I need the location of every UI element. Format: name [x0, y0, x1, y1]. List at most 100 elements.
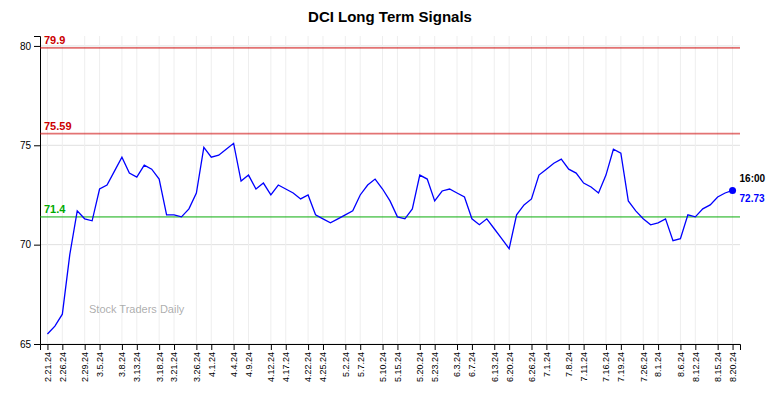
plot-area: 657075802.21.242.26.242.29.243.5.243.8.2… [20, 34, 766, 382]
x-tick: 8.12.24 [691, 344, 701, 382]
x-tick-label: 4.12.24 [266, 352, 276, 382]
x-tick: 7.16.24 [601, 344, 611, 382]
x-tick-mark [435, 344, 436, 350]
y-axis-line [34, 37, 41, 345]
y-tick: 65 [20, 339, 40, 350]
x-tick-mark [211, 344, 212, 350]
x-tick-mark [531, 344, 532, 350]
x-tick-label: 7.19.24 [616, 352, 626, 382]
x-tick-mark [569, 344, 570, 350]
last-label: 16:00 [740, 173, 766, 184]
x-tick: 6.13.24 [490, 344, 500, 382]
x-tick-label: 8.6.24 [676, 352, 686, 377]
x-tick: 4.17.24 [281, 344, 291, 382]
grid-line-x [62, 36, 63, 344]
marks [40, 48, 740, 334]
x-tick: 5.15.24 [393, 344, 403, 382]
x-tick-label: 3.21.24 [169, 352, 179, 382]
x-tick-label: 4.17.24 [281, 352, 291, 382]
x-tick-mark [584, 344, 585, 350]
x-tick-label: 6.26.24 [527, 352, 537, 382]
grid-line-x [643, 36, 644, 344]
x-tick-label: 5.20.24 [415, 352, 425, 382]
x-tick: 4.4.24 [229, 344, 239, 377]
x-tick-label: 4.25.24 [318, 352, 328, 382]
x-tick-mark [286, 344, 287, 350]
grid-line-x [121, 36, 122, 344]
grid-line-x [471, 36, 472, 344]
x-tick: 3.5.24 [95, 344, 105, 377]
grid-line-x [546, 36, 547, 344]
x-tick: 2.29.24 [80, 344, 90, 382]
x-tick-mark [494, 344, 495, 350]
x-tick: 3.8.24 [117, 344, 127, 377]
y-axis: 65707580 [20, 37, 41, 350]
x-axis-line [41, 345, 741, 351]
x-tick: 4.9.24 [244, 344, 254, 377]
grid-line-x [285, 36, 286, 344]
x-tick-mark [249, 344, 250, 350]
grid-line-x [568, 36, 569, 344]
grid-line-x [695, 36, 696, 344]
x-tick-label: 2.29.24 [80, 352, 90, 382]
x-tick: 6.26.24 [527, 344, 537, 382]
grid-line-y [40, 145, 740, 146]
x-tick: 7.8.24 [564, 344, 574, 377]
x-tick: 8.1.24 [653, 344, 663, 377]
x-tick-mark [323, 344, 324, 350]
grid-line-x [531, 36, 532, 344]
grid-line-x [360, 36, 361, 344]
y-tick: 80 [20, 41, 40, 52]
x-tick: 3.13.24 [132, 344, 142, 382]
grid-line-x [717, 36, 718, 344]
x-tick-label: 8.1.24 [653, 352, 663, 377]
x-tick-label: 3.26.24 [192, 352, 202, 382]
x-tick: 4.22.24 [303, 344, 313, 382]
x-tick-label: 6.13.24 [490, 352, 500, 382]
reference-line [40, 216, 740, 218]
reference-label: 71.4 [44, 203, 66, 215]
x-tick-label: 6.3.24 [452, 352, 462, 377]
x-tick-mark [658, 344, 659, 350]
watermark: Stock Traders Daily [89, 303, 185, 315]
y-tick-mark [34, 46, 40, 47]
x-tick-label: 3.8.24 [117, 352, 127, 377]
chart: 657075802.21.242.26.242.29.243.5.243.8.2… [0, 0, 784, 398]
grid-line-x [159, 36, 160, 344]
x-tick-mark [457, 344, 458, 350]
grid-line-x [270, 36, 271, 344]
grid-line-x [345, 36, 346, 344]
grid-line-x [211, 36, 212, 344]
x-tick-mark [137, 344, 138, 350]
x-tick-mark [360, 344, 361, 350]
reference-line [40, 133, 740, 135]
x-tick: 5.23.24 [430, 344, 440, 382]
x-tick: 8.15.24 [713, 344, 723, 382]
y-tick-mark [34, 344, 40, 345]
grid-line-x [658, 36, 659, 344]
y-tick-label: 65 [20, 339, 32, 350]
grid-line-x [233, 36, 234, 344]
x-tick-mark [62, 344, 63, 350]
x-tick-mark [420, 344, 421, 350]
grid-line-x [583, 36, 584, 344]
x-tick-label: 4.4.24 [229, 352, 239, 377]
last-point [729, 187, 736, 194]
y-tick-mark [34, 145, 40, 146]
grid-line-x [248, 36, 249, 344]
x-tick: 5.10.24 [378, 344, 388, 382]
x-tick: 5.2.24 [341, 344, 351, 377]
x-tick-label: 4.22.24 [303, 352, 313, 382]
x-tick: 7.26.24 [639, 344, 649, 382]
x-tick-mark [509, 344, 510, 350]
x-axis: 2.21.242.26.242.29.243.5.243.8.243.13.24… [41, 344, 741, 382]
grid-line-x [322, 36, 323, 344]
y-tick: 75 [20, 140, 40, 151]
grid-line-x [419, 36, 420, 344]
price-line [47, 143, 732, 334]
x-tick-label: 5.15.24 [393, 352, 403, 382]
x-tick-mark [345, 344, 346, 350]
grid-line-x [620, 36, 621, 344]
x-tick-label: 6.20.24 [505, 352, 515, 382]
texts: 79.975.5971.416:0072.73Stock Traders Dai… [44, 34, 766, 315]
